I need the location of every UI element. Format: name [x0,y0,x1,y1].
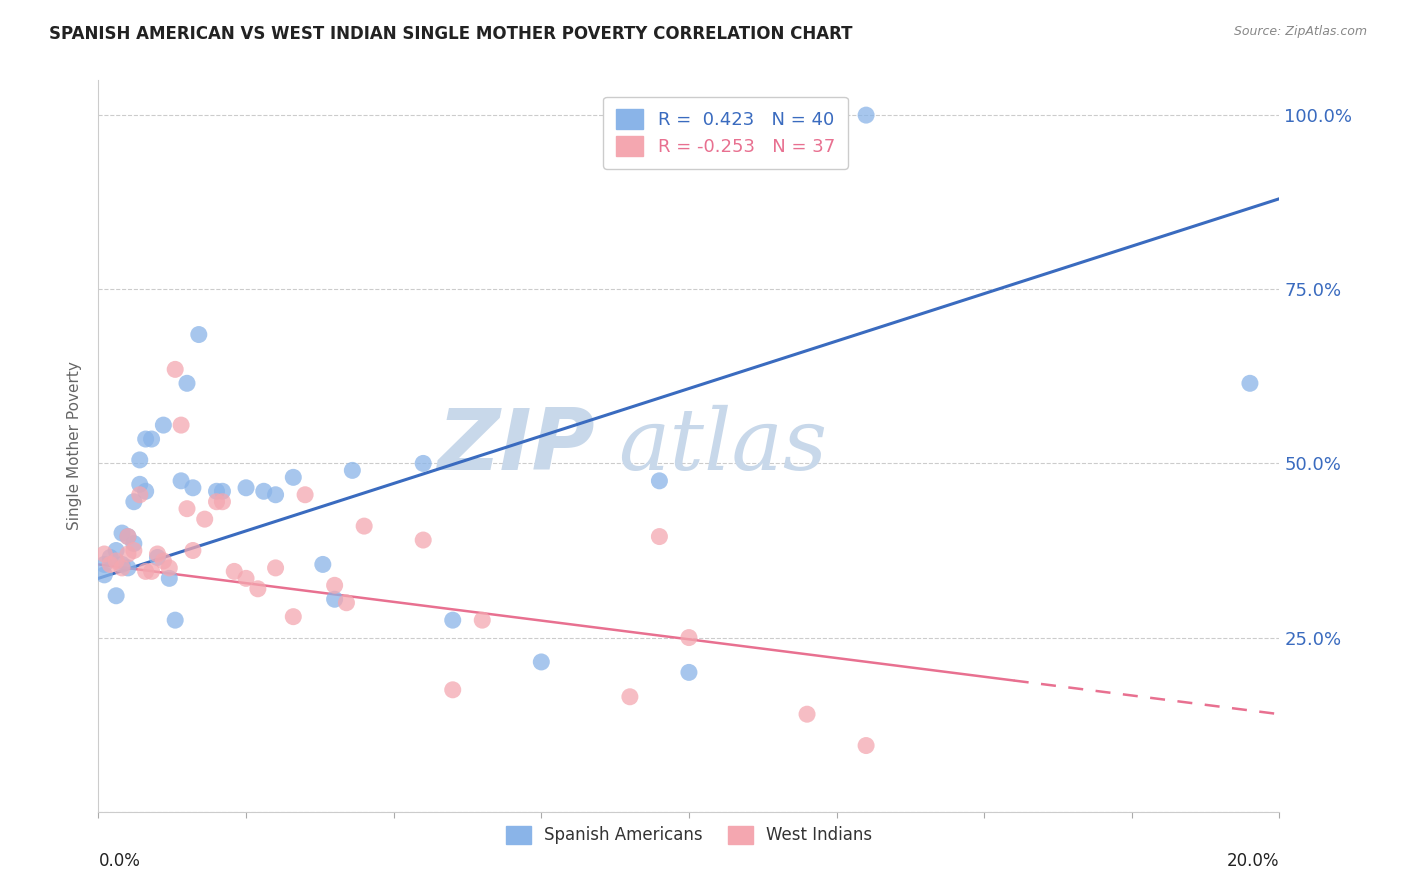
Point [323,578,346,592]
Point [224,565,246,579]
Point [678,631,700,645]
Point [122,494,145,508]
Point [855,108,877,122]
Point [678,665,700,680]
Point [176,501,198,516]
Point [93,567,115,582]
Point [441,682,464,697]
Point [105,554,128,568]
Text: SPANISH AMERICAN VS WEST INDIAN SINGLE MOTHER POVERTY CORRELATION CHART: SPANISH AMERICAN VS WEST INDIAN SINGLE M… [49,25,852,43]
Point [105,543,128,558]
Point [264,488,287,502]
Point [111,561,134,575]
Point [648,530,671,544]
Point [855,739,877,753]
Point [176,376,198,391]
Point [117,547,139,561]
Point [117,530,139,544]
Point [135,484,157,499]
Point [205,484,228,499]
Point [619,690,641,704]
Point [412,533,434,547]
Point [93,547,115,561]
Point [187,327,209,342]
Point [335,596,357,610]
Text: 20.0%: 20.0% [1227,852,1279,870]
Text: 0.0%: 0.0% [98,852,141,870]
Point [98,550,121,565]
Point [205,494,228,508]
Point [111,558,134,572]
Point [342,463,364,477]
Point [146,550,169,565]
Point [111,526,134,541]
Point [294,488,316,502]
Text: Source: ZipAtlas.com: Source: ZipAtlas.com [1233,25,1367,38]
Point [1239,376,1261,391]
Point [353,519,375,533]
Point [194,512,217,526]
Point [211,484,233,499]
Point [283,609,305,624]
Point [264,561,287,575]
Point [152,418,174,433]
Point [141,432,163,446]
Point [471,613,494,627]
Point [323,592,346,607]
Point [283,470,305,484]
Point [122,543,145,558]
Point [165,362,187,376]
Point [128,453,150,467]
Point [128,488,150,502]
Point [170,474,193,488]
Point [181,481,204,495]
Point [530,655,553,669]
Point [246,582,269,596]
Point [122,536,145,550]
Y-axis label: Single Mother Poverty: Single Mother Poverty [67,361,83,531]
Point [235,481,257,495]
Point [152,554,174,568]
Point [648,474,671,488]
Point [157,561,180,575]
Point [128,477,150,491]
Point [146,547,169,561]
Text: ZIP: ZIP [437,404,595,488]
Point [135,565,157,579]
Point [93,558,115,572]
Point [441,613,464,627]
Point [211,494,233,508]
Point [105,589,128,603]
Text: atlas: atlas [619,405,827,487]
Point [312,558,335,572]
Point [181,543,204,558]
Point [117,530,139,544]
Point [412,457,434,471]
Legend: Spanish Americans, West Indians: Spanish Americans, West Indians [499,819,879,851]
Point [117,561,139,575]
Point [141,565,163,579]
Point [165,613,187,627]
Point [170,418,193,433]
Point [157,571,180,585]
Point [235,571,257,585]
Point [135,432,157,446]
Point [98,558,121,572]
Point [796,707,818,722]
Point [253,484,276,499]
